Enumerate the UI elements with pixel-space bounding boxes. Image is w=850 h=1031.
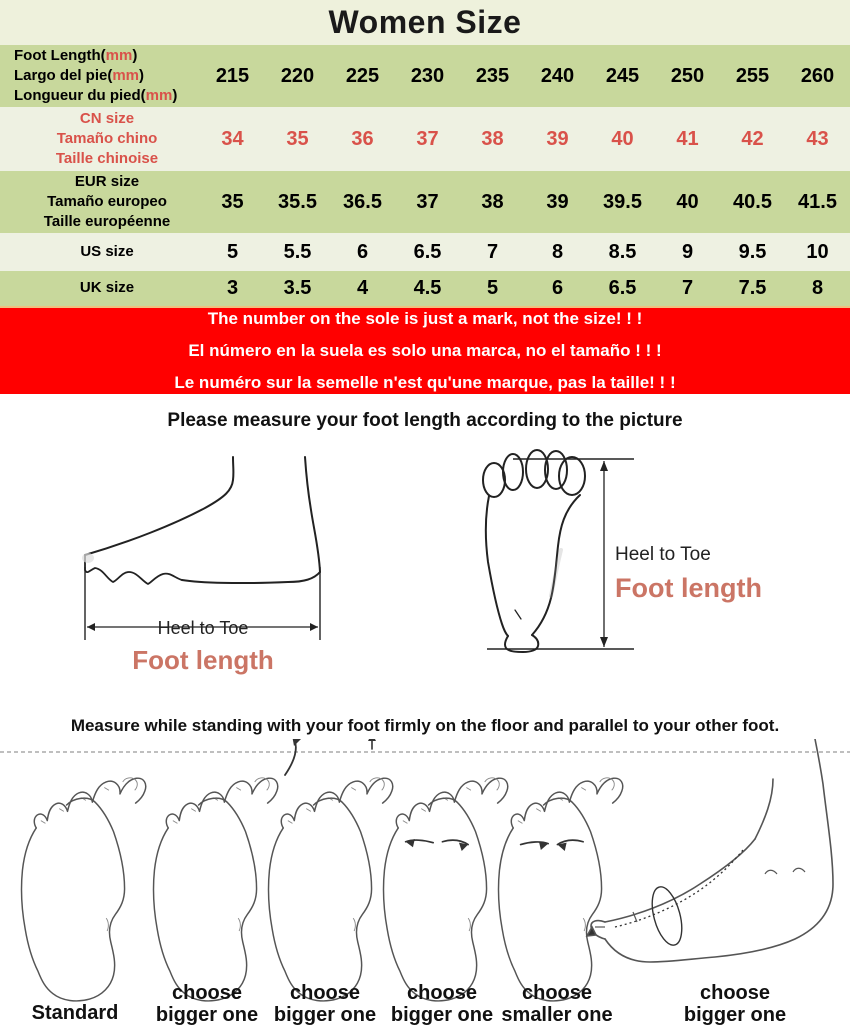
svg-text:choose: choose xyxy=(407,982,477,1004)
svg-text:bigger one: bigger one xyxy=(156,1004,258,1026)
svg-text:Foot length: Foot length xyxy=(132,645,274,675)
svg-text:choose: choose xyxy=(700,982,770,1004)
svg-text:choose: choose xyxy=(290,982,360,1004)
svg-text:smaller one: smaller one xyxy=(501,1004,612,1026)
svg-text:bigger one: bigger one xyxy=(391,1004,493,1026)
svg-text:Heel to Toe: Heel to Toe xyxy=(158,618,249,638)
svg-text:Standard: Standard xyxy=(32,1002,119,1024)
svg-text:bigger one: bigger one xyxy=(684,1004,786,1026)
svg-text:Heel to Toe: Heel to Toe xyxy=(615,544,711,565)
svg-text:bigger one: bigger one xyxy=(274,1004,376,1026)
svg-text:choose: choose xyxy=(522,982,592,1004)
svg-text:Foot length: Foot length xyxy=(615,573,762,603)
svg-text:choose: choose xyxy=(172,982,242,1004)
